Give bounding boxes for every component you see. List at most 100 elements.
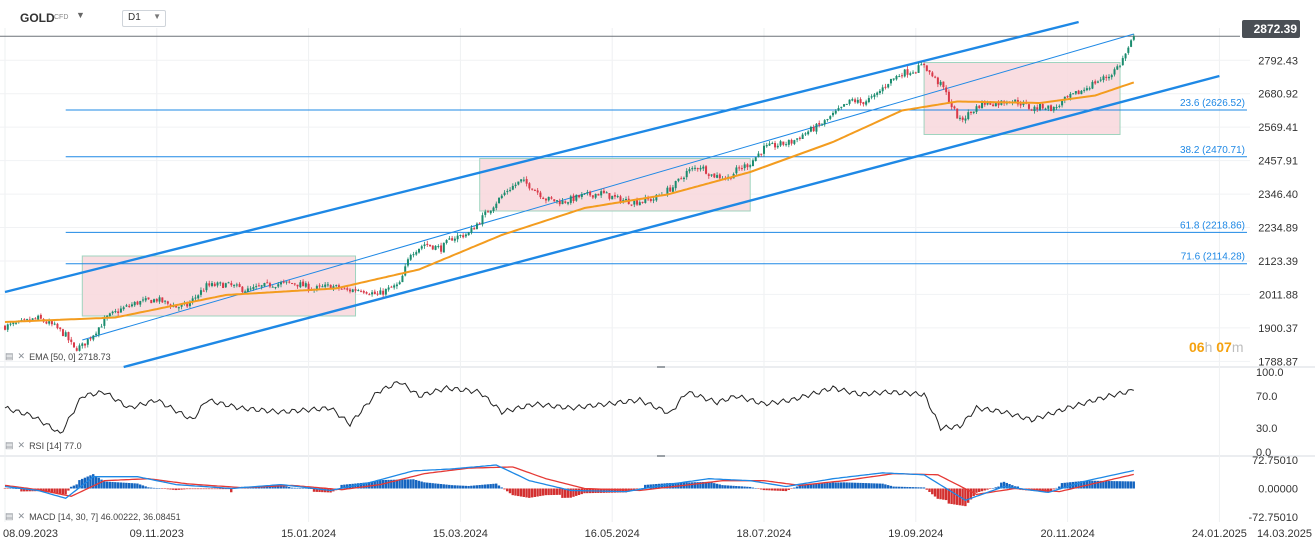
- candle-body: [282, 281, 285, 283]
- candle-body: [470, 228, 473, 233]
- macd-histogram-bar: [224, 488, 227, 490]
- candle-body: [997, 101, 1000, 106]
- macd-histogram-bar: [191, 488, 194, 490]
- candle-body: [865, 101, 868, 105]
- macd-histogram-bar: [724, 485, 727, 489]
- macd-histogram-bar: [20, 488, 23, 492]
- candle-body: [332, 286, 335, 289]
- macd-histogram-bar: [867, 483, 870, 489]
- candle-body: [611, 195, 614, 200]
- macd-histogram-bar: [809, 484, 813, 489]
- pane-resize-handle: [657, 455, 665, 457]
- macd-histogram-bar: [147, 487, 150, 489]
- macd-histogram-bar: [815, 483, 818, 489]
- candle-body: [829, 116, 832, 119]
- macd-histogram-bar: [213, 488, 216, 490]
- macd-histogram-bar: [218, 488, 222, 490]
- macd-histogram-bar: [726, 485, 730, 489]
- timeframe-select[interactable]: D1 ▼: [122, 10, 166, 27]
- candle-body: [37, 315, 40, 320]
- symbol-name[interactable]: GOLD: [20, 11, 55, 25]
- macd-histogram-bar: [955, 488, 959, 505]
- indicator-settings-icon[interactable]: ▤: [5, 351, 14, 361]
- candle-body: [884, 86, 887, 88]
- macd-histogram-bar: [839, 482, 843, 489]
- macd-histogram-bar: [917, 487, 920, 489]
- candle-body: [556, 200, 558, 202]
- macd-histogram-bar: [230, 488, 233, 493]
- macd-histogram-bar: [759, 488, 763, 490]
- countdown-minutes: 07: [1216, 339, 1232, 355]
- candle-body: [1113, 69, 1116, 75]
- macd-histogram-bar: [931, 488, 934, 495]
- candle-body: [365, 292, 368, 294]
- candle-body: [1105, 76, 1108, 78]
- rsi-line: [4, 381, 1134, 434]
- candle-body: [379, 290, 382, 295]
- candle-body: [801, 134, 804, 140]
- close-icon[interactable]: ✕: [17, 440, 26, 450]
- indicator-settings-icon[interactable]: ▤: [5, 511, 14, 521]
- candle-body: [616, 196, 619, 198]
- candle-body: [578, 195, 581, 198]
- macd-histogram-bar: [144, 486, 147, 489]
- candle-body: [746, 164, 749, 168]
- macd-histogram-bar: [848, 482, 851, 489]
- candle-body: [840, 106, 843, 108]
- candle-body: [277, 284, 280, 287]
- close-icon[interactable]: ✕: [17, 511, 26, 521]
- macd-histogram-bar: [784, 488, 788, 492]
- candle-body: [531, 188, 534, 190]
- macd-histogram-bar: [207, 488, 211, 490]
- candle-body: [326, 284, 329, 286]
- candle-body: [889, 78, 892, 84]
- candle-body: [97, 327, 100, 335]
- close-icon[interactable]: ✕: [17, 351, 26, 361]
- candle-body: [495, 203, 498, 208]
- macd-histogram-bar: [210, 488, 214, 490]
- chart-toolbar: GOLD CFD ▼ D1 ▼: [0, 0, 1250, 28]
- price-axis-label: 1788.87: [1258, 356, 1298, 368]
- candle-body: [9, 323, 12, 325]
- candle-body: [834, 110, 837, 114]
- candle-body: [67, 332, 70, 341]
- macd-histogram-bar: [481, 484, 484, 489]
- macd-histogram-bar: [489, 484, 492, 489]
- candle-body: [161, 297, 164, 303]
- candle-body: [252, 286, 255, 290]
- candle-body: [583, 193, 586, 195]
- candle-body: [774, 143, 777, 148]
- macd-histogram-bar: [108, 481, 111, 489]
- candle-body: [975, 106, 978, 112]
- candle-body: [655, 194, 658, 201]
- macd-histogram-bar: [100, 479, 103, 489]
- candle-body: [500, 195, 503, 198]
- candle-body: [390, 286, 393, 288]
- candle-body: [669, 187, 672, 192]
- macd-histogram-bar: [762, 488, 766, 491]
- candle-body: [525, 179, 528, 184]
- macd-histogram-bar: [1080, 481, 1083, 489]
- macd-histogram-bar: [889, 485, 893, 489]
- candle-body: [630, 204, 633, 206]
- candle-body: [898, 76, 901, 78]
- candle-body: [945, 87, 948, 93]
- candle-body: [45, 321, 48, 324]
- candle-body: [520, 179, 523, 182]
- candle-body: [75, 348, 78, 351]
- countdown-hours: 06: [1189, 339, 1205, 355]
- candle-body: [608, 193, 611, 199]
- candle-body: [235, 284, 238, 286]
- macd-histogram-bar: [185, 488, 189, 490]
- candle-body: [798, 137, 801, 139]
- indicator-settings-icon[interactable]: ▤: [5, 440, 14, 450]
- candle-body: [807, 131, 810, 135]
- symbol-dropdown-icon[interactable]: ▼: [76, 10, 85, 20]
- macd-histogram-bar: [801, 485, 804, 489]
- candle-body: [696, 168, 699, 170]
- candle-body: [826, 119, 829, 121]
- macd-histogram-bar: [577, 488, 581, 496]
- macd-histogram-bar: [920, 487, 923, 489]
- candle-body: [260, 285, 263, 287]
